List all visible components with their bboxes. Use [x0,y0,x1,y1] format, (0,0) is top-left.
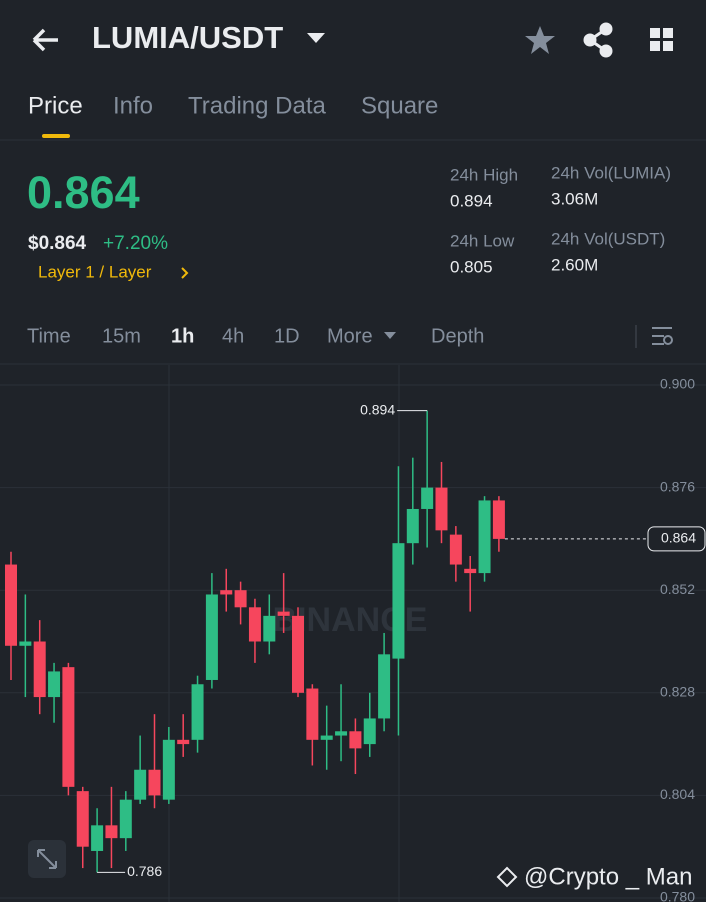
y-tick-label: 0.852 [660,581,695,597]
y-tick-label: 0.828 [660,684,695,700]
candle-body [205,594,218,680]
favorite-icon[interactable] [525,26,555,54]
candle-body [119,799,132,839]
last-price-box [647,526,706,552]
interval[interactable]: More [327,325,373,347]
candle-body [406,508,419,544]
stat-label: 24h Low [450,231,515,250]
credit: @Crypto _ Man [524,863,692,890]
stat-label: 24h Vol(USDT) [551,229,665,248]
y-tick-label: 0.876 [660,478,695,494]
interval[interactable]: 4h [222,325,244,347]
share-icon[interactable] [583,22,613,58]
candle-body [162,739,175,800]
grid: 0.900 0.876 0.852 0.828 0.804 0.780 [0,376,706,902]
tab[interactable]: Trading Data [188,92,327,119]
candle-body [33,641,46,698]
candle-body [335,731,348,736]
candle-body [5,564,17,646]
candle-body [363,718,376,745]
candle-body [435,487,448,531]
interval[interactable]: 1D [274,325,300,347]
stat-label: 24h High [450,165,518,184]
candle-body [263,615,276,642]
candle-body [478,500,491,574]
candle-body [76,791,89,847]
candle-body [421,487,434,509]
chart-settings-icon[interactable] [652,327,673,345]
stat-label: 24h Vol(LUMIA) [551,163,671,182]
stat-value: 3.06M [551,189,598,208]
back-button[interactable] [32,28,58,52]
stat-value: 0.805 [450,257,493,276]
candle-body [277,611,290,616]
candle-body [105,825,118,839]
tab-indicator [42,134,70,138]
fullscreen-icon [37,849,57,869]
high-label: 0.894 [360,401,395,417]
credit-logo [496,866,518,888]
low-label: 0.786 [127,863,162,879]
candle-body [62,667,75,787]
candle-body [48,671,61,698]
interval[interactable]: 15m [102,325,141,347]
candles: 0.894 0.786 0.864 [5,401,706,879]
candle-body [292,615,304,693]
pair-title[interactable]: LUMIA/USDT [92,20,283,55]
candle-body [148,769,161,796]
candle-body [248,607,261,642]
more-dropdown [384,332,396,339]
candle-body [392,543,405,659]
candle-body [449,534,462,565]
usd-price: $0.864 [28,233,87,254]
stat-value: 0.894 [450,191,493,210]
grid-menu-icon[interactable] [650,28,673,51]
tab[interactable]: Info [113,92,153,119]
candle-body [134,769,147,800]
pair-dropdown[interactable] [307,33,325,43]
candle-body [234,590,247,608]
y-tick-label: 0.780 [660,889,695,902]
tab[interactable]: Price [28,92,83,119]
candle-body [177,739,190,745]
tab[interactable]: Square [361,92,438,119]
interval[interactable]: Depth [431,325,484,347]
candle-body [19,641,32,646]
last-price: 0.864 [27,167,140,218]
y-tick-label: 0.900 [660,376,695,392]
interval[interactable]: Time [27,325,71,347]
price-change: +7.20% [103,233,168,254]
candle-body [349,731,362,749]
tag-chevron [181,267,189,279]
candle-body [191,684,204,740]
candle-body [378,654,391,719]
candle-body [91,825,104,851]
category-tag[interactable]: Layer 1 / Layer [38,262,152,281]
interval[interactable]: 1h [171,325,194,347]
candle-body [464,568,477,574]
y-tick-label: 0.804 [660,786,695,802]
last-price-label: 0.864 [661,530,696,546]
candle-body [306,688,319,740]
candle-body [492,500,505,539]
candle-body [320,735,333,740]
candle-body [220,590,233,595]
stat-value: 2.60M [551,255,598,274]
